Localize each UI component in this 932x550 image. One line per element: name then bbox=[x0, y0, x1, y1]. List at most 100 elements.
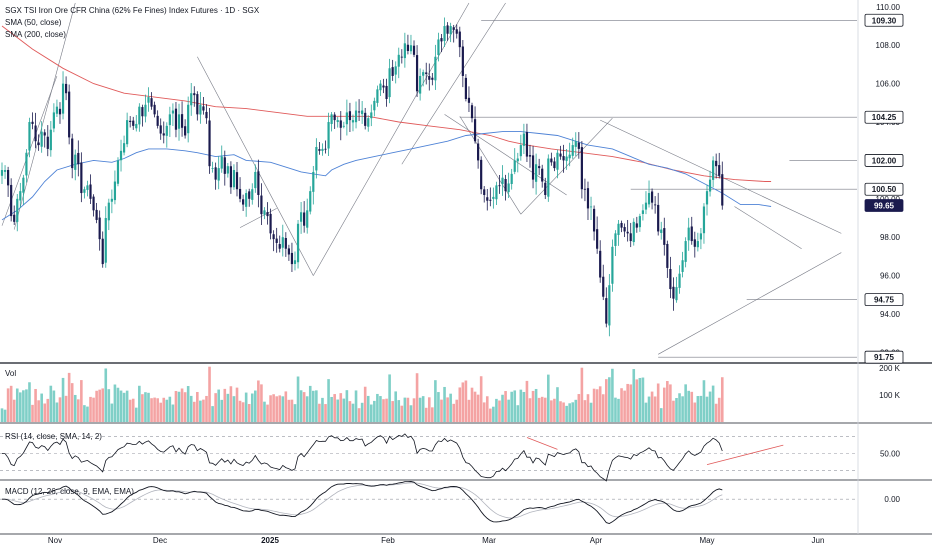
candle bbox=[242, 199, 245, 205]
volume-bar bbox=[315, 390, 318, 422]
volume-bar bbox=[357, 408, 361, 422]
volume-bar bbox=[489, 408, 492, 422]
candle bbox=[647, 193, 651, 205]
candle bbox=[95, 209, 98, 220]
volume-bar bbox=[574, 399, 578, 422]
volume-bar bbox=[543, 397, 547, 422]
volume-bar bbox=[308, 385, 312, 422]
candle bbox=[126, 120, 129, 145]
candle bbox=[605, 298, 608, 324]
volume-bar bbox=[351, 403, 355, 422]
candle bbox=[559, 153, 562, 157]
candle bbox=[586, 188, 590, 209]
candle bbox=[611, 246, 614, 284]
candle bbox=[37, 142, 40, 146]
volume-bar bbox=[104, 368, 108, 422]
time-axis-label: 2025 bbox=[261, 536, 279, 545]
candle bbox=[477, 143, 480, 161]
volume-bar bbox=[516, 405, 520, 422]
candle bbox=[419, 75, 422, 94]
sma-200-legend[interactable]: SMA (200, close) bbox=[5, 30, 66, 39]
price-level-tag bbox=[864, 154, 904, 167]
candle bbox=[107, 202, 110, 221]
volume-bar bbox=[638, 377, 642, 422]
volume-bar bbox=[461, 382, 465, 422]
volume-bar bbox=[119, 390, 123, 422]
candle bbox=[718, 165, 721, 176]
volume-bar bbox=[363, 386, 367, 422]
volume-bar bbox=[565, 405, 568, 422]
grid-layer bbox=[0, 0, 932, 535]
price-level-tag bbox=[864, 13, 904, 27]
volume-bar bbox=[513, 390, 517, 422]
candle bbox=[608, 285, 611, 326]
candle bbox=[122, 143, 126, 153]
candle bbox=[348, 111, 352, 121]
candle bbox=[251, 189, 254, 200]
candle bbox=[498, 185, 501, 187]
trendline bbox=[658, 252, 842, 355]
candle bbox=[25, 152, 28, 176]
candle bbox=[507, 183, 510, 193]
volume-bar bbox=[345, 390, 349, 422]
volume-bar bbox=[342, 398, 346, 422]
price-level-tag-label: 99.65 bbox=[874, 202, 895, 211]
candle bbox=[519, 145, 522, 157]
volume-bar bbox=[687, 390, 690, 422]
candle bbox=[412, 45, 416, 55]
volume-bar bbox=[31, 404, 34, 422]
volume-bar bbox=[360, 402, 364, 422]
volume-bar bbox=[437, 392, 440, 422]
volume-bar bbox=[189, 395, 193, 422]
candle bbox=[110, 198, 113, 202]
volume-bar bbox=[46, 398, 50, 422]
candle bbox=[254, 171, 257, 189]
volume-bar bbox=[385, 398, 388, 422]
candle bbox=[312, 171, 315, 192]
candle bbox=[528, 155, 532, 157]
volume-bar bbox=[22, 390, 25, 422]
candle bbox=[672, 286, 675, 299]
rsi-legend[interactable]: RSI (14, close, SMA, 14, 2) bbox=[5, 432, 102, 441]
candle bbox=[184, 126, 187, 136]
trendline bbox=[401, 2, 506, 165]
volume-bar bbox=[467, 399, 471, 422]
candle bbox=[434, 56, 437, 81]
volume-bar bbox=[101, 388, 105, 422]
volume-bar bbox=[144, 392, 147, 422]
candle bbox=[46, 136, 49, 149]
candle bbox=[342, 125, 345, 127]
volume-bar bbox=[366, 395, 370, 422]
volume-bar bbox=[77, 399, 80, 422]
volume-bar bbox=[116, 387, 120, 422]
time-axis-label: May bbox=[699, 536, 714, 545]
candle bbox=[467, 97, 471, 103]
volume-bar bbox=[272, 394, 275, 422]
macd-legend[interactable]: MACD (12, 26, close, 9, EMA, EMA) bbox=[5, 487, 134, 496]
volume-bar bbox=[595, 389, 599, 422]
candle bbox=[31, 121, 34, 124]
volume-bar bbox=[3, 409, 7, 422]
volume-bar bbox=[559, 401, 562, 422]
volume-bar bbox=[6, 388, 10, 422]
candle bbox=[712, 160, 715, 180]
volume-bar bbox=[43, 403, 47, 422]
volume-bar bbox=[330, 396, 333, 422]
candle bbox=[589, 206, 593, 208]
volume-bar bbox=[208, 366, 211, 422]
volume-bar bbox=[617, 398, 620, 422]
candle bbox=[177, 114, 181, 129]
candle bbox=[351, 120, 355, 123]
sma-50-legend[interactable]: SMA (50, close) bbox=[5, 18, 62, 27]
candle bbox=[141, 107, 144, 117]
candle bbox=[513, 160, 516, 172]
candle bbox=[303, 212, 306, 226]
volume-bar bbox=[608, 377, 611, 422]
volume-legend[interactable]: Vol bbox=[5, 369, 17, 378]
candle bbox=[248, 191, 251, 199]
candle bbox=[669, 269, 672, 290]
volume-bar bbox=[556, 387, 559, 422]
volume-bar bbox=[696, 396, 700, 422]
price-tick-label: 110.00 bbox=[876, 3, 900, 12]
